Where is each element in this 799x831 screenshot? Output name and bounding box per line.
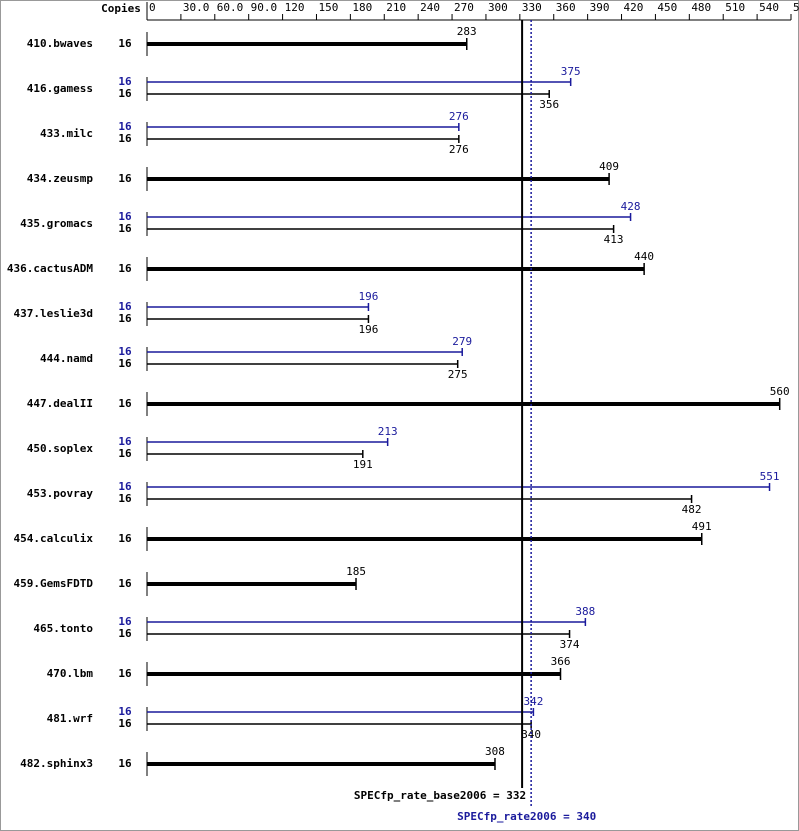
x-tick-label: 240 [420, 1, 440, 14]
copies-label: 16 [118, 312, 132, 325]
benchmark-label: 450.soplex [27, 442, 94, 455]
value-label: 375 [561, 65, 581, 78]
copies-label: 16 [118, 447, 132, 460]
value-label: 275 [448, 368, 468, 381]
benchmark-label: 444.namd [40, 352, 93, 365]
copies-label: 16 [118, 667, 132, 680]
benchmark-label: 454.calculix [14, 532, 94, 545]
x-tick-label: 270 [454, 1, 474, 14]
benchmark-label: 459.GemsFDTD [14, 577, 94, 590]
benchmark-label: 470.lbm [47, 667, 94, 680]
copies-label: 16 [118, 262, 132, 275]
x-tick-label: 210 [386, 1, 406, 14]
copies-label: 16 [118, 397, 132, 410]
value-label: 196 [359, 290, 379, 303]
copies-label: 16 [118, 172, 132, 185]
copies-label: 16 [118, 37, 132, 50]
reference-label: SPECfp_rate_base2006 = 332 [354, 789, 526, 802]
copies-label: 16 [118, 300, 132, 313]
value-label: 440 [634, 250, 654, 263]
x-tick-label: 570 [793, 1, 799, 14]
copies-header: Copies [101, 2, 141, 15]
copies-label: 16 [118, 75, 132, 88]
x-tick-label: 480 [691, 1, 711, 14]
benchmark-label: 481.wrf [47, 712, 93, 725]
benchmark-label: 465.tonto [33, 622, 93, 635]
copies-label: 16 [118, 480, 132, 493]
x-tick-label: 180 [352, 1, 372, 14]
value-label: 366 [551, 655, 571, 668]
x-tick-label: 330 [522, 1, 542, 14]
copies-label: 16 [118, 222, 132, 235]
value-label: 213 [378, 425, 398, 438]
copies-label: 16 [118, 705, 132, 718]
x-tick-label: 30.0 [183, 1, 210, 14]
copies-label: 16 [118, 577, 132, 590]
benchmark-label: 435.gromacs [20, 217, 93, 230]
value-label: 413 [604, 233, 624, 246]
x-tick-label: 540 [759, 1, 779, 14]
value-label: 279 [452, 335, 472, 348]
x-tick-label: 0 [149, 1, 156, 14]
copies-label: 16 [118, 532, 132, 545]
copies-label: 16 [118, 132, 132, 145]
x-tick-label: 420 [624, 1, 644, 14]
x-tick-label: 510 [725, 1, 745, 14]
copies-label: 16 [118, 357, 132, 370]
benchmark-label: 482.sphinx3 [20, 757, 93, 770]
benchmark-label: 416.gamess [27, 82, 93, 95]
x-tick-label: 120 [285, 1, 305, 14]
copies-label: 16 [118, 627, 132, 640]
copies-label: 16 [118, 120, 132, 133]
value-label: 482 [682, 503, 702, 516]
value-label: 491 [692, 520, 712, 533]
copies-label: 16 [118, 345, 132, 358]
copies-label: 16 [118, 717, 132, 730]
benchmark-label: 410.bwaves [27, 37, 93, 50]
x-tick-label: 390 [590, 1, 610, 14]
benchmark-label: 433.milc [40, 127, 93, 140]
x-tick-label: 360 [556, 1, 576, 14]
value-label: 191 [353, 458, 373, 471]
value-label: 185 [346, 565, 366, 578]
value-label: 409 [599, 160, 619, 173]
value-label: 551 [760, 470, 780, 483]
value-label: 428 [621, 200, 641, 213]
x-tick-label: 150 [318, 1, 338, 14]
value-label: 276 [449, 143, 469, 156]
value-label: 374 [560, 638, 580, 651]
x-tick-label: 300 [488, 1, 508, 14]
value-label: 276 [449, 110, 469, 123]
value-label: 356 [539, 98, 559, 111]
value-label: 283 [457, 25, 477, 38]
x-tick-label: 60.0 [217, 1, 244, 14]
benchmark-label: 437.leslie3d [14, 307, 93, 320]
value-label: 308 [485, 745, 505, 758]
value-label: 340 [521, 728, 541, 741]
copies-label: 16 [118, 757, 132, 770]
value-label: 196 [359, 323, 379, 336]
x-tick-label: 450 [657, 1, 677, 14]
value-label: 560 [770, 385, 790, 398]
copies-label: 16 [118, 615, 132, 628]
value-label: 342 [523, 695, 543, 708]
benchmark-label: 434.zeusmp [27, 172, 94, 185]
reference-label: SPECfp_rate2006 = 340 [457, 810, 596, 823]
copies-label: 16 [118, 210, 132, 223]
benchmark-label: 447.dealII [27, 397, 93, 410]
value-label: 388 [575, 605, 595, 618]
copies-label: 16 [118, 435, 132, 448]
copies-label: 16 [118, 87, 132, 100]
benchmark-label: 436.cactusADM [7, 262, 93, 275]
copies-label: 16 [118, 492, 132, 505]
x-tick-label: 90.0 [251, 1, 278, 14]
benchmark-label: 453.povray [27, 487, 94, 500]
